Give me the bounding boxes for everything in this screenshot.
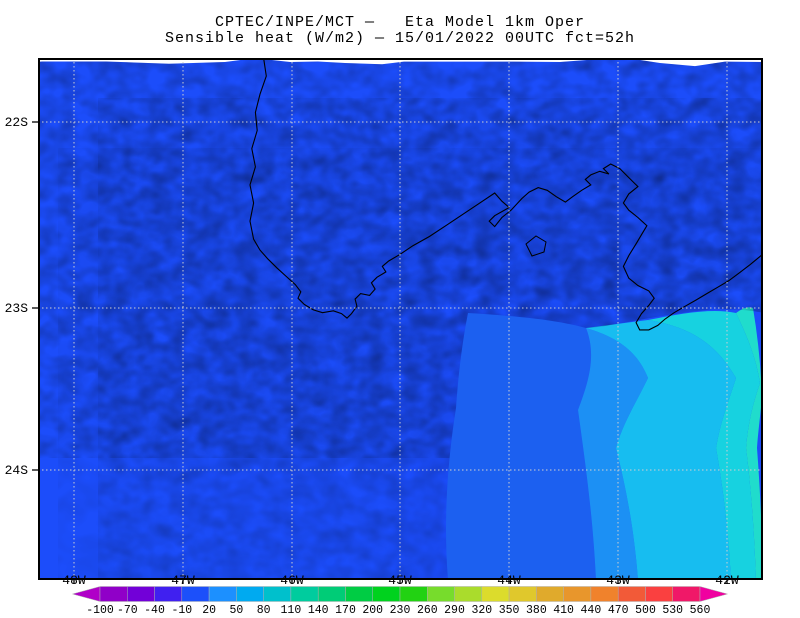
svg-text:110: 110	[281, 604, 302, 617]
svg-text:320: 320	[471, 604, 492, 617]
svg-text:440: 440	[581, 604, 602, 617]
svg-text:50: 50	[229, 604, 243, 617]
svg-text:410: 410	[553, 604, 574, 617]
svg-text:200: 200	[362, 604, 383, 617]
svg-text:230: 230	[390, 604, 411, 617]
svg-text:530: 530	[662, 604, 683, 617]
svg-text:290: 290	[444, 604, 465, 617]
svg-text:500: 500	[635, 604, 656, 617]
svg-text:350: 350	[499, 604, 520, 617]
svg-text:560: 560	[690, 604, 711, 617]
svg-text:-10: -10	[171, 604, 192, 617]
svg-text:380: 380	[526, 604, 547, 617]
svg-text:170: 170	[335, 604, 356, 617]
svg-text:470: 470	[608, 604, 629, 617]
svg-text:-100: -100	[86, 604, 114, 617]
svg-text:140: 140	[308, 604, 329, 617]
svg-text:-70: -70	[117, 604, 138, 617]
svg-text:-40: -40	[144, 604, 165, 617]
svg-text:20: 20	[202, 604, 216, 617]
svg-text:260: 260	[417, 604, 438, 617]
svg-text:80: 80	[257, 604, 271, 617]
